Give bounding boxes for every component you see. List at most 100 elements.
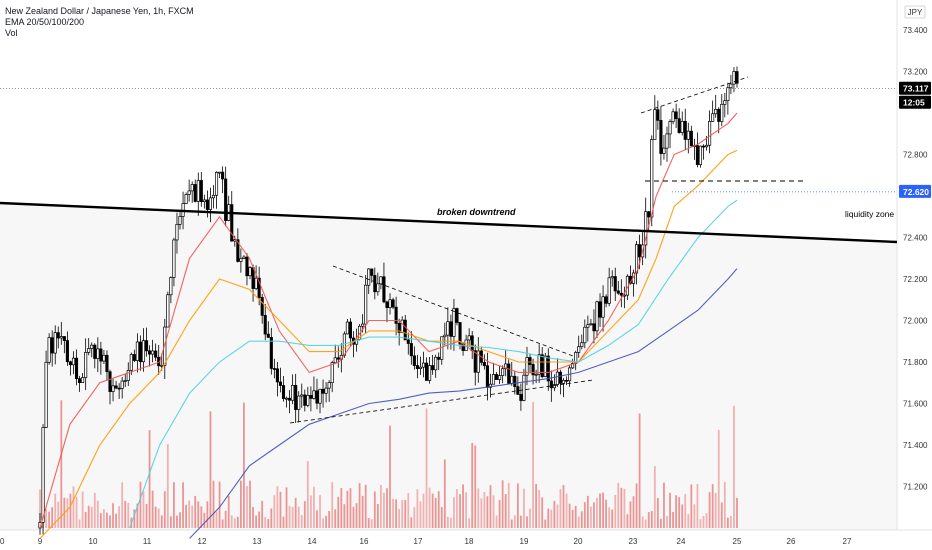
candle-body	[236, 239, 240, 262]
candle-body	[120, 380, 124, 389]
candle-body	[214, 172, 219, 196]
downtrend-line[interactable]	[0, 201, 898, 244]
candle-body	[549, 380, 553, 389]
candle-body	[540, 354, 544, 377]
volume-bar	[526, 516, 528, 528]
volume-bar	[608, 507, 611, 528]
volume-bar	[617, 482, 620, 528]
volume-bar	[215, 511, 218, 528]
candle-body	[659, 119, 663, 154]
candle-body	[732, 71, 736, 85]
currency-badge[interactable]	[904, 5, 926, 19]
candle-body	[455, 308, 459, 323]
candle-body	[446, 321, 450, 336]
candle-body	[336, 357, 340, 360]
volume-bar	[349, 488, 352, 528]
candle-body	[242, 256, 246, 259]
candle-body	[638, 244, 642, 258]
y-tick-label: 72.400	[903, 234, 928, 243]
candle-body	[309, 395, 313, 399]
volume-bar	[398, 509, 401, 528]
x-tick-label: 24	[677, 537, 686, 546]
candle-body	[412, 355, 416, 366]
candle-body	[592, 323, 596, 332]
volume-bar	[681, 504, 684, 528]
volume-bar	[361, 495, 364, 528]
triangle-upper-line[interactable]	[332, 265, 574, 357]
volume-bar	[121, 482, 124, 528]
candle-body	[221, 171, 225, 180]
candle-body	[266, 333, 270, 338]
candle-body	[583, 326, 587, 344]
volume-bar	[498, 499, 501, 528]
candle-body	[452, 308, 456, 337]
ema-indicator-label[interactable]: EMA 20/50/100/200	[5, 17, 85, 27]
volume-bar	[465, 492, 468, 528]
candle-body	[552, 384, 556, 389]
candle-body	[403, 319, 407, 341]
volume-bar	[185, 504, 187, 528]
candle-body	[263, 314, 267, 335]
symbol-title[interactable]: New Zealand Dollar / Japanese Yen, 1h, F…	[5, 6, 194, 16]
candle-body	[324, 387, 328, 394]
volume-bar	[538, 489, 541, 528]
broken-downtrend-label[interactable]: broken downtrend	[437, 207, 516, 217]
volume-bar	[605, 499, 608, 528]
volume-bar	[456, 489, 458, 528]
volume-indicator-label[interactable]: Vol	[5, 28, 18, 38]
volume-bar	[218, 481, 221, 528]
candle-body	[47, 337, 51, 363]
upper-channel-line[interactable]	[640, 76, 749, 114]
candle-body	[172, 239, 176, 278]
volume-bar	[124, 500, 127, 528]
candle-body	[306, 395, 310, 406]
candle-body	[546, 355, 550, 382]
volume-bar	[562, 485, 565, 528]
candle-body	[418, 366, 423, 369]
candle-body	[315, 390, 319, 404]
candle-body	[327, 382, 331, 389]
candle-body	[415, 365, 419, 369]
candle-body	[135, 341, 139, 361]
candle-body	[717, 108, 721, 122]
volume-bar	[316, 510, 318, 528]
x-tick-label: 26	[787, 537, 796, 546]
triangle-lower-line[interactable]	[289, 379, 594, 424]
volume-bar	[620, 487, 623, 528]
volume-bar	[483, 492, 486, 528]
volume-bar	[261, 500, 264, 528]
candle-body	[683, 121, 687, 140]
candle-body	[701, 145, 706, 148]
candle-body	[589, 323, 593, 326]
volume-bar	[343, 504, 346, 528]
candle-body	[187, 190, 191, 195]
candle-body	[166, 294, 170, 328]
volume-bar	[544, 519, 547, 528]
x-tick-label: 11	[143, 537, 152, 546]
countdown-tag: 12:05	[903, 98, 925, 108]
candle-body	[312, 390, 316, 399]
candle-body	[400, 319, 404, 333]
liquidity-zone-label[interactable]: liquidity zone	[845, 209, 894, 219]
volume-bar	[133, 509, 136, 528]
x-tick-label: 9	[38, 537, 43, 546]
volume-bar	[303, 501, 306, 528]
volume-bar	[532, 401, 534, 528]
volume-bar	[477, 488, 480, 528]
x-tick-label: 16	[360, 537, 369, 546]
countdown-tag-bg	[899, 95, 931, 109]
volume-bar	[200, 506, 203, 528]
x-tick-label: 23	[629, 537, 638, 546]
candle-body	[686, 130, 690, 140]
candle-body	[361, 323, 365, 327]
liquidity-price-tag-bg	[899, 184, 931, 198]
candle-body	[105, 354, 109, 373]
volume-bar	[313, 486, 315, 528]
volume-bar	[678, 497, 681, 528]
candle-body	[90, 344, 94, 349]
volume-bar	[337, 496, 340, 528]
volume-bar	[419, 501, 422, 528]
volume-bar	[653, 466, 656, 528]
candle-body	[565, 379, 569, 382]
